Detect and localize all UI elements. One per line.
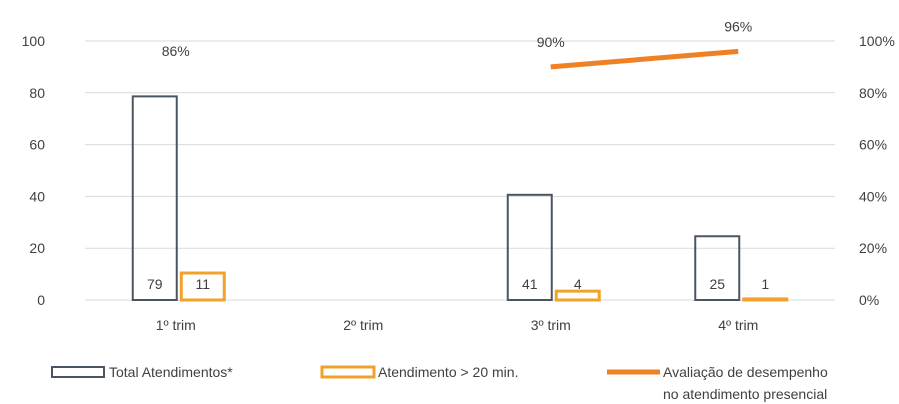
category-label: 1º trim bbox=[156, 317, 196, 333]
bar-over20 bbox=[744, 299, 787, 300]
bar-value-label: 11 bbox=[195, 276, 210, 292]
right-tick-label: 100% bbox=[859, 33, 895, 49]
line-segment bbox=[551, 51, 739, 67]
bar-value-label: 79 bbox=[147, 276, 163, 292]
left-tick-label: 60 bbox=[29, 137, 45, 153]
line-value-label: 90% bbox=[537, 34, 565, 50]
right-tick-label: 60% bbox=[859, 137, 887, 153]
bar-value-label: 25 bbox=[709, 276, 725, 292]
left-tick-label: 80 bbox=[29, 85, 45, 101]
right-axis-ticks: 0% 20% 40% 60% 80% 100% bbox=[859, 33, 895, 308]
left-tick-label: 100 bbox=[22, 33, 46, 49]
right-tick-label: 80% bbox=[859, 85, 887, 101]
right-tick-label: 0% bbox=[859, 292, 879, 308]
category-labels: 1º trim 2º trim 3º trim 4º trim bbox=[156, 317, 759, 333]
left-tick-label: 20 bbox=[29, 240, 45, 256]
right-tick-label: 40% bbox=[859, 188, 887, 204]
bar-value-label: 41 bbox=[522, 276, 538, 292]
left-axis-ticks: 0 20 40 60 80 100 bbox=[22, 33, 46, 308]
line-value-label: 96% bbox=[724, 18, 752, 34]
bar-total bbox=[133, 96, 177, 300]
legend-label-line-2: no atendimento presencial bbox=[663, 386, 827, 402]
legend-label-line-1: Avaliação de desempenho bbox=[663, 364, 828, 380]
bar-value-label: 4 bbox=[574, 276, 582, 292]
line-value-label: 86% bbox=[162, 43, 190, 59]
legend: Total Atendimentos* Atendimento > 20 min… bbox=[52, 364, 828, 402]
category-label: 4º trim bbox=[718, 317, 758, 333]
bar-over20 bbox=[556, 291, 599, 300]
category-label: 3º trim bbox=[531, 317, 571, 333]
left-tick-label: 40 bbox=[29, 188, 45, 204]
bar-value-label: 1 bbox=[761, 276, 769, 292]
category-label: 2º trim bbox=[343, 317, 383, 333]
performance-line bbox=[551, 51, 739, 67]
legend-label-total: Total Atendimentos* bbox=[109, 364, 233, 380]
bars bbox=[133, 96, 787, 300]
legend-swatch-over20 bbox=[322, 367, 374, 377]
legend-label-over20: Atendimento > 20 min. bbox=[378, 364, 518, 380]
right-tick-label: 20% bbox=[859, 240, 887, 256]
gridlines bbox=[85, 41, 835, 300]
left-tick-label: 0 bbox=[37, 292, 45, 308]
legend-swatch-total bbox=[52, 367, 104, 377]
